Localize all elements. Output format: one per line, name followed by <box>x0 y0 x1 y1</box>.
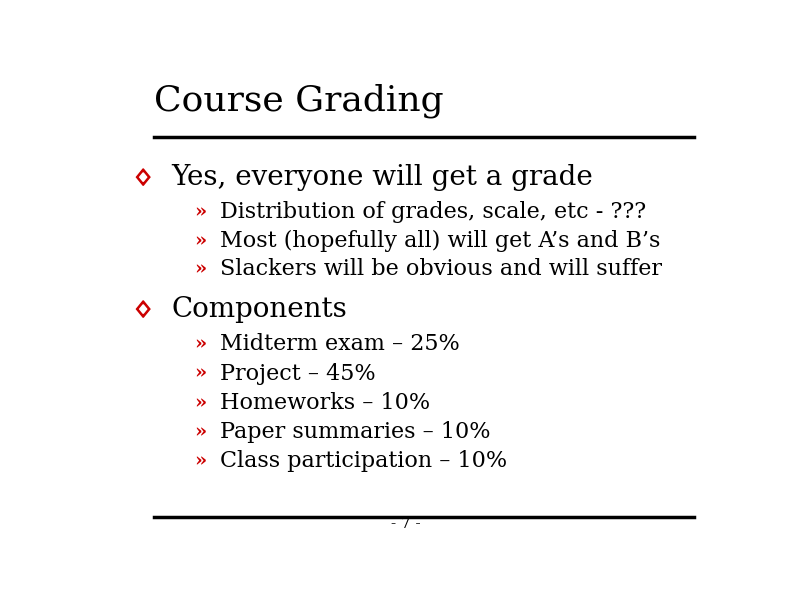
Text: »: » <box>194 394 207 412</box>
Text: »: » <box>194 423 207 441</box>
Text: »: » <box>194 365 207 382</box>
Polygon shape <box>136 169 150 185</box>
Text: - 7 -: - 7 - <box>391 518 421 531</box>
Text: Project – 45%: Project – 45% <box>220 363 375 384</box>
Text: Midterm exam – 25%: Midterm exam – 25% <box>220 334 459 356</box>
Text: Course Grading: Course Grading <box>154 84 444 118</box>
Text: Class participation – 10%: Class participation – 10% <box>220 450 507 472</box>
Polygon shape <box>139 305 147 313</box>
Text: Distribution of grades, scale, etc - ???: Distribution of grades, scale, etc - ??? <box>220 201 646 223</box>
Text: Homeworks – 10%: Homeworks – 10% <box>220 392 430 414</box>
Text: Paper summaries – 10%: Paper summaries – 10% <box>220 421 490 443</box>
Text: Yes, everyone will get a grade: Yes, everyone will get a grade <box>171 163 593 190</box>
Polygon shape <box>139 173 147 181</box>
Text: »: » <box>194 203 207 222</box>
Text: Components: Components <box>171 296 347 323</box>
Polygon shape <box>136 300 150 318</box>
Text: »: » <box>194 335 207 353</box>
Text: Slackers will be obvious and will suffer: Slackers will be obvious and will suffer <box>220 258 662 280</box>
Text: »: » <box>194 452 207 470</box>
Text: Most (hopefully all) will get A’s and B’s: Most (hopefully all) will get A’s and B’… <box>220 230 661 252</box>
Text: »: » <box>194 260 207 278</box>
Text: »: » <box>194 232 207 250</box>
